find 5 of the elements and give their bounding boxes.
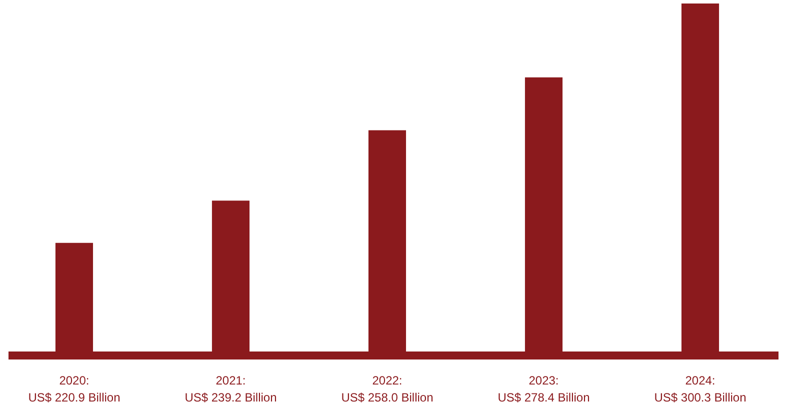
- x-tick-label: 2022: US$ 258.0 Billion: [341, 374, 434, 404]
- x-tick-label: 2023: US$ 278.4 Billion: [498, 374, 590, 404]
- x-tick-label: 2021: US$ 239.2 Billion: [184, 374, 277, 404]
- x-tick-label: 2024: US$ 300.3 Billion: [654, 374, 746, 404]
- x-tick-label: 2020: US$ 220.9 Billion: [28, 374, 120, 404]
